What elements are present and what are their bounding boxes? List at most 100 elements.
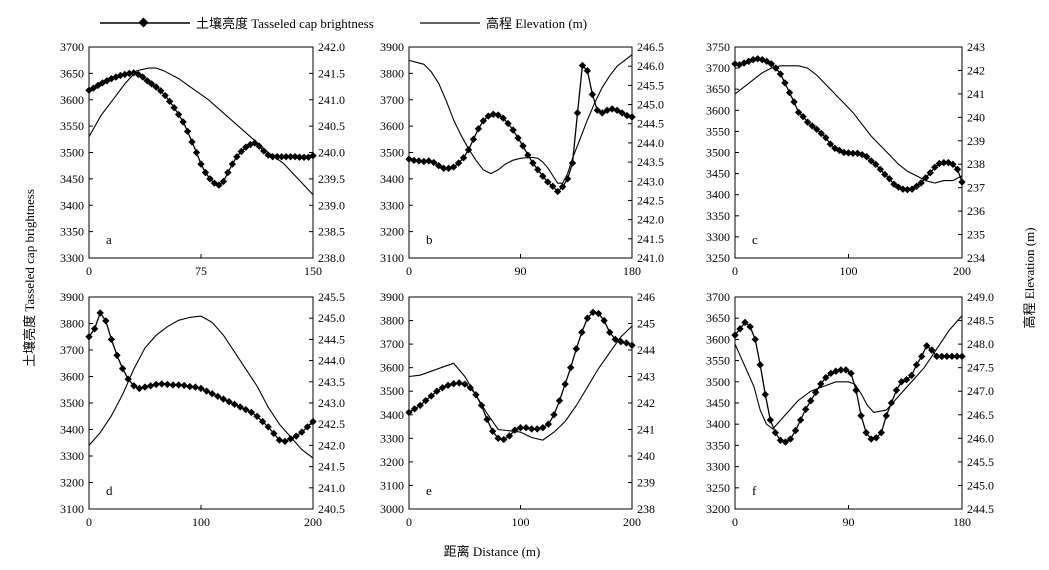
plot-frame: [88, 296, 314, 510]
brightness-point: [751, 335, 759, 344]
right-tick-label: 240: [637, 449, 655, 463]
brightness-point: [455, 379, 463, 387]
brightness-point: [940, 158, 948, 167]
right-tick-label: 241.5: [637, 232, 664, 246]
brightness-point: [943, 352, 951, 361]
brightness-point: [840, 148, 848, 157]
brightness-point: [197, 160, 205, 168]
legend: 土壤亮度 Tasseled cap brightness 高程 Elevatio…: [100, 16, 587, 31]
brightness-point: [558, 183, 567, 191]
brightness-point: [449, 163, 458, 171]
brightness-point: [255, 142, 263, 150]
right-tick-label: 243.0: [637, 174, 664, 188]
brightness-point: [180, 381, 188, 390]
brightness-point: [917, 352, 926, 361]
brightness-point: [796, 416, 805, 424]
x-tick-label: 0: [406, 264, 412, 278]
brightness-point: [183, 127, 192, 136]
brightness-point: [113, 351, 121, 359]
brightness-point: [877, 429, 885, 437]
panel-e: 3000 3100 3200 3300 3400 3500 3600 3700 3800 3900…: [380, 290, 655, 529]
brightness-point: [736, 325, 744, 333]
x-tick-label: 180: [953, 515, 971, 529]
x-tick-label: 75: [195, 264, 207, 278]
brightness-point: [494, 434, 502, 443]
x-tick-label: 90: [515, 264, 527, 278]
panel-a: 3300 3350 3400 3450 3500 3550 3600 3650 3700 238.…: [60, 40, 345, 278]
right-tick-label: 244.5: [318, 332, 345, 346]
brightness-point: [953, 352, 961, 361]
left-tick-label: 3400: [706, 188, 730, 202]
brightness-point: [589, 308, 597, 316]
brightness-point: [96, 309, 104, 317]
panel-label: a: [106, 232, 112, 247]
brightness-point: [539, 424, 547, 432]
left-tick-label: 3300: [380, 431, 404, 445]
brightness-point: [258, 417, 267, 426]
right-tick-label: 242: [967, 63, 985, 77]
brightness-point: [483, 415, 491, 424]
left-tick-label: 3550: [706, 354, 730, 368]
brightness-point: [420, 157, 428, 166]
plot-frame: [734, 296, 963, 510]
brightness-point: [817, 380, 825, 388]
left-tick-label: 3800: [380, 66, 404, 80]
right-tick-label: 240.0: [318, 146, 345, 160]
right-tick-label: 240: [967, 110, 985, 124]
left-tick-label: 3400: [60, 198, 84, 212]
brightness-point: [461, 380, 469, 388]
right-tick-label: 244: [637, 343, 655, 357]
right-tick-label: 239.0: [318, 198, 345, 212]
x-tick-label: 0: [732, 264, 738, 278]
right-tick-label: 248.5: [967, 314, 994, 328]
brightness-point: [416, 401, 424, 410]
brightness-point: [251, 139, 259, 147]
brightness-point: [192, 148, 201, 157]
right-tick-label: 241: [967, 87, 985, 101]
brightness-point: [152, 380, 160, 389]
brightness-point: [449, 380, 458, 388]
right-tick-label: 238: [967, 157, 985, 171]
x-tick-label: 0: [406, 515, 412, 529]
brightness-point: [549, 182, 557, 190]
brightness-line: [734, 321, 962, 443]
right-tick-label: 246.0: [967, 431, 994, 445]
right-tick-label: 238: [637, 502, 655, 516]
brightness-point: [438, 384, 447, 392]
left-tick-label: 3600: [60, 93, 84, 107]
brightness-point: [926, 169, 934, 177]
brightness-point: [141, 383, 149, 391]
brightness-point: [410, 405, 419, 413]
brightness-point: [228, 160, 237, 168]
left-tick-label: 3700: [706, 290, 730, 304]
plot-frame: [408, 296, 633, 510]
left-tick-label: 3100: [60, 502, 84, 516]
brightness-point: [837, 366, 845, 374]
brightness-point: [847, 369, 855, 378]
right-tick-label: 244.5: [967, 502, 994, 516]
brightness-point: [801, 405, 810, 414]
right-tick-label: 245.0: [967, 478, 994, 492]
left-tick-label: 3250: [706, 481, 730, 495]
brightness-point: [628, 341, 636, 349]
right-tick-label: 246.5: [637, 40, 664, 54]
right-tick-label: 239: [967, 134, 985, 148]
brightness-point: [746, 323, 754, 331]
brightness-point: [948, 352, 956, 361]
right-tick-label: 243.5: [318, 375, 345, 389]
brightness-point: [253, 412, 261, 420]
right-tick-label: 242: [637, 396, 655, 410]
left-tick-label: 3100: [380, 251, 404, 265]
brightness-point: [236, 403, 244, 411]
elevation-line: [734, 65, 963, 184]
brightness-point: [439, 164, 448, 172]
brightness-point: [933, 352, 941, 361]
left-tick-label: 3400: [380, 408, 404, 422]
right-tick-label: 244.0: [318, 354, 345, 368]
brightness-point: [533, 425, 541, 433]
brightness-point: [454, 159, 463, 167]
brightness-line: [88, 72, 314, 186]
brightness-point: [867, 157, 875, 165]
x-tick-label: 200: [623, 515, 641, 529]
elevation-line: [88, 315, 314, 459]
